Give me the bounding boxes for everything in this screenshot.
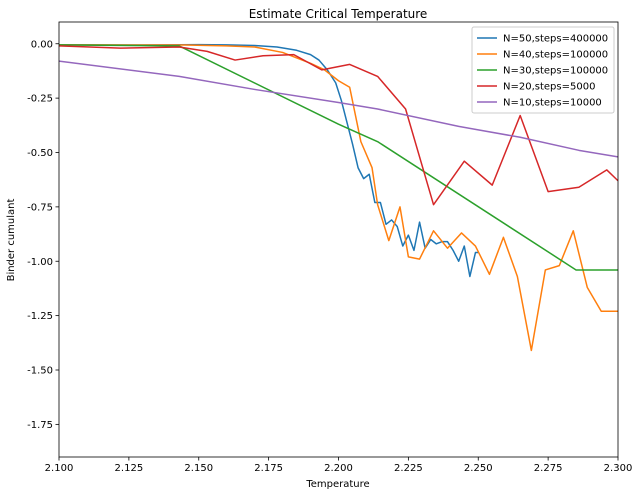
series-line-1 xyxy=(59,43,479,278)
series-line-3 xyxy=(59,44,618,271)
legend-label: N=20,steps=5000 xyxy=(503,82,595,93)
series-layer xyxy=(59,43,618,352)
x-tick-label: 2.100 xyxy=(45,463,74,474)
chart-title: Estimate Critical Temperature xyxy=(249,7,428,21)
y-axis: 0.00 -0.25 -0.50 -0.75 -1.00 -1.25 -1.50 -1.75 xyxy=(27,39,59,431)
y-tick-label: -0.75 xyxy=(27,202,53,213)
x-tick-label: 2.125 xyxy=(115,463,144,474)
y-axis-label: Binder cumulant xyxy=(6,199,17,282)
legend-label: N=30,steps=100000 xyxy=(503,66,608,77)
x-tick-label: 2.150 xyxy=(184,463,213,474)
x-tick-label: 2.300 xyxy=(604,463,633,474)
legend-box xyxy=(471,26,615,114)
legend-label: N=10,steps=10000 xyxy=(503,98,602,109)
x-tick-label: 2.200 xyxy=(324,463,353,474)
x-tick-label: 2.275 xyxy=(534,463,563,474)
x-tick-label: 2.225 xyxy=(394,463,423,474)
x-tick-label: 2.175 xyxy=(254,463,283,474)
series-line-4 xyxy=(59,45,618,206)
y-tick-label: -1.50 xyxy=(27,366,53,377)
y-tick-label: -1.75 xyxy=(27,420,53,431)
series-line-2 xyxy=(59,44,618,352)
x-axis-label: Temperature xyxy=(305,479,369,490)
y-tick-label: -0.25 xyxy=(27,94,53,105)
y-tick-label: -1.25 xyxy=(27,311,53,322)
legend: N=50,steps=400000 N=40,steps=100000 N=30,s… xyxy=(471,26,615,114)
x-tick-label: 2.250 xyxy=(464,463,493,474)
series-line-5 xyxy=(59,60,618,158)
y-tick-label: -0.50 xyxy=(27,148,53,159)
x-axis: 2.100 2.125 2.150 2.175 2.200 2.225 2.250 2.275… xyxy=(45,457,633,474)
y-tick-label: 0.00 xyxy=(31,39,53,50)
legend-label: N=50,steps=400000 xyxy=(503,34,608,45)
legend-label: N=40,steps=100000 xyxy=(503,50,608,61)
y-tick-label: -1.00 xyxy=(27,257,53,268)
